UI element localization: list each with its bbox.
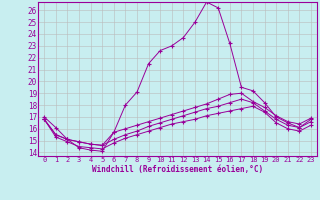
X-axis label: Windchill (Refroidissement éolien,°C): Windchill (Refroidissement éolien,°C)	[92, 165, 263, 174]
